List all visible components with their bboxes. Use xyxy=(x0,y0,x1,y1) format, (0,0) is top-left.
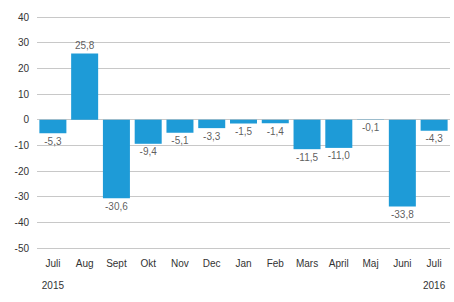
svg-text:Okt: Okt xyxy=(140,258,156,269)
svg-text:20: 20 xyxy=(18,63,30,74)
svg-text:-10: -10 xyxy=(15,140,30,151)
svg-text:Feb: Feb xyxy=(267,258,285,269)
svg-text:-0,1: -0,1 xyxy=(362,122,380,133)
svg-text:-5,1: -5,1 xyxy=(171,135,189,146)
svg-text:-1,5: -1,5 xyxy=(235,126,253,137)
svg-text:40: 40 xyxy=(18,12,30,23)
svg-text:Dec: Dec xyxy=(203,258,221,269)
svg-text:-11,0: -11,0 xyxy=(328,150,350,161)
svg-text:Juli: Juli xyxy=(427,258,442,269)
svg-text:0: 0 xyxy=(23,114,29,125)
svg-text:2016: 2016 xyxy=(423,280,446,291)
svg-text:-20: -20 xyxy=(15,166,30,177)
svg-text:Juni: Juni xyxy=(393,258,411,269)
svg-text:Mars: Mars xyxy=(296,258,318,269)
svg-text:Nov: Nov xyxy=(171,258,189,269)
svg-text:-30,6: -30,6 xyxy=(105,201,128,212)
svg-text:-3,3: -3,3 xyxy=(203,131,221,142)
svg-text:Sept: Sept xyxy=(106,258,127,269)
svg-text:-4,3: -4,3 xyxy=(425,133,443,144)
svg-text:10: 10 xyxy=(18,89,30,100)
svg-text:-9,4: -9,4 xyxy=(140,146,158,157)
svg-text:Juli: Juli xyxy=(45,258,60,269)
svg-text:-50: -50 xyxy=(15,243,30,254)
svg-text:Jan: Jan xyxy=(235,258,251,269)
svg-text:-30: -30 xyxy=(15,191,30,202)
svg-text:30: 30 xyxy=(18,37,30,48)
svg-text:-1,4: -1,4 xyxy=(267,126,285,137)
svg-text:25,8: 25,8 xyxy=(75,40,95,51)
svg-text:Aug: Aug xyxy=(76,258,94,269)
svg-text:-33,8: -33,8 xyxy=(391,209,414,220)
svg-text:2015: 2015 xyxy=(42,280,65,291)
svg-text:-5,3: -5,3 xyxy=(44,136,62,147)
svg-text:Maj: Maj xyxy=(363,258,379,269)
svg-text:-11,5: -11,5 xyxy=(296,152,318,163)
svg-text:-40: -40 xyxy=(15,217,30,228)
svg-text:April: April xyxy=(329,258,349,269)
